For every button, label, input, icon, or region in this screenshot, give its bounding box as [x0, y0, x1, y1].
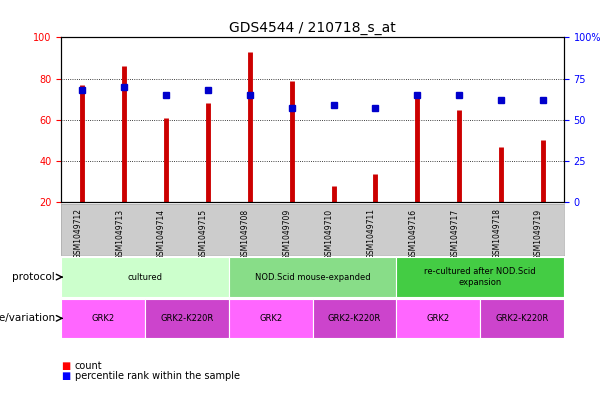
Text: GSM1049716: GSM1049716 [408, 208, 417, 259]
Text: GRK2: GRK2 [91, 314, 115, 323]
Text: GSM1049713: GSM1049713 [115, 208, 124, 259]
Text: GSM1049714: GSM1049714 [157, 208, 166, 259]
Text: GSM1049710: GSM1049710 [324, 208, 333, 259]
Text: count: count [75, 361, 102, 371]
Text: GRK2: GRK2 [259, 314, 283, 323]
Text: re-cultured after NOD.Scid
expansion: re-cultured after NOD.Scid expansion [424, 267, 536, 287]
Text: genotype/variation: genotype/variation [0, 313, 55, 323]
Bar [480, 299, 564, 338]
Text: GSM1049715: GSM1049715 [199, 208, 208, 259]
Text: GSM1049718: GSM1049718 [492, 208, 501, 259]
Title: GDS4544 / 210718_s_at: GDS4544 / 210718_s_at [229, 21, 396, 35]
Bar [229, 299, 313, 338]
Text: GSM1049711: GSM1049711 [367, 208, 375, 259]
Text: GSM1049709: GSM1049709 [283, 208, 292, 260]
Bar [397, 257, 564, 297]
Text: NOD.Scid mouse-expanded: NOD.Scid mouse-expanded [255, 273, 370, 281]
Bar [229, 257, 397, 297]
Text: GRK2-K220R: GRK2-K220R [328, 314, 381, 323]
Text: percentile rank within the sample: percentile rank within the sample [75, 371, 240, 382]
Text: ■: ■ [61, 371, 70, 382]
Text: ■: ■ [61, 361, 70, 371]
Text: GSM1049717: GSM1049717 [450, 208, 459, 259]
Bar [145, 299, 229, 338]
Text: GSM1049708: GSM1049708 [241, 208, 250, 259]
Text: cultured: cultured [128, 273, 162, 281]
Bar [313, 299, 397, 338]
Text: protocol: protocol [12, 272, 55, 282]
Text: GRK2-K220R: GRK2-K220R [161, 314, 213, 323]
Bar [61, 257, 229, 297]
Text: GRK2: GRK2 [427, 314, 450, 323]
Text: GSM1049712: GSM1049712 [73, 208, 82, 259]
Text: GRK2-K220R: GRK2-K220R [495, 314, 549, 323]
Bar [397, 299, 480, 338]
Bar [61, 299, 145, 338]
Text: GSM1049719: GSM1049719 [534, 208, 543, 259]
